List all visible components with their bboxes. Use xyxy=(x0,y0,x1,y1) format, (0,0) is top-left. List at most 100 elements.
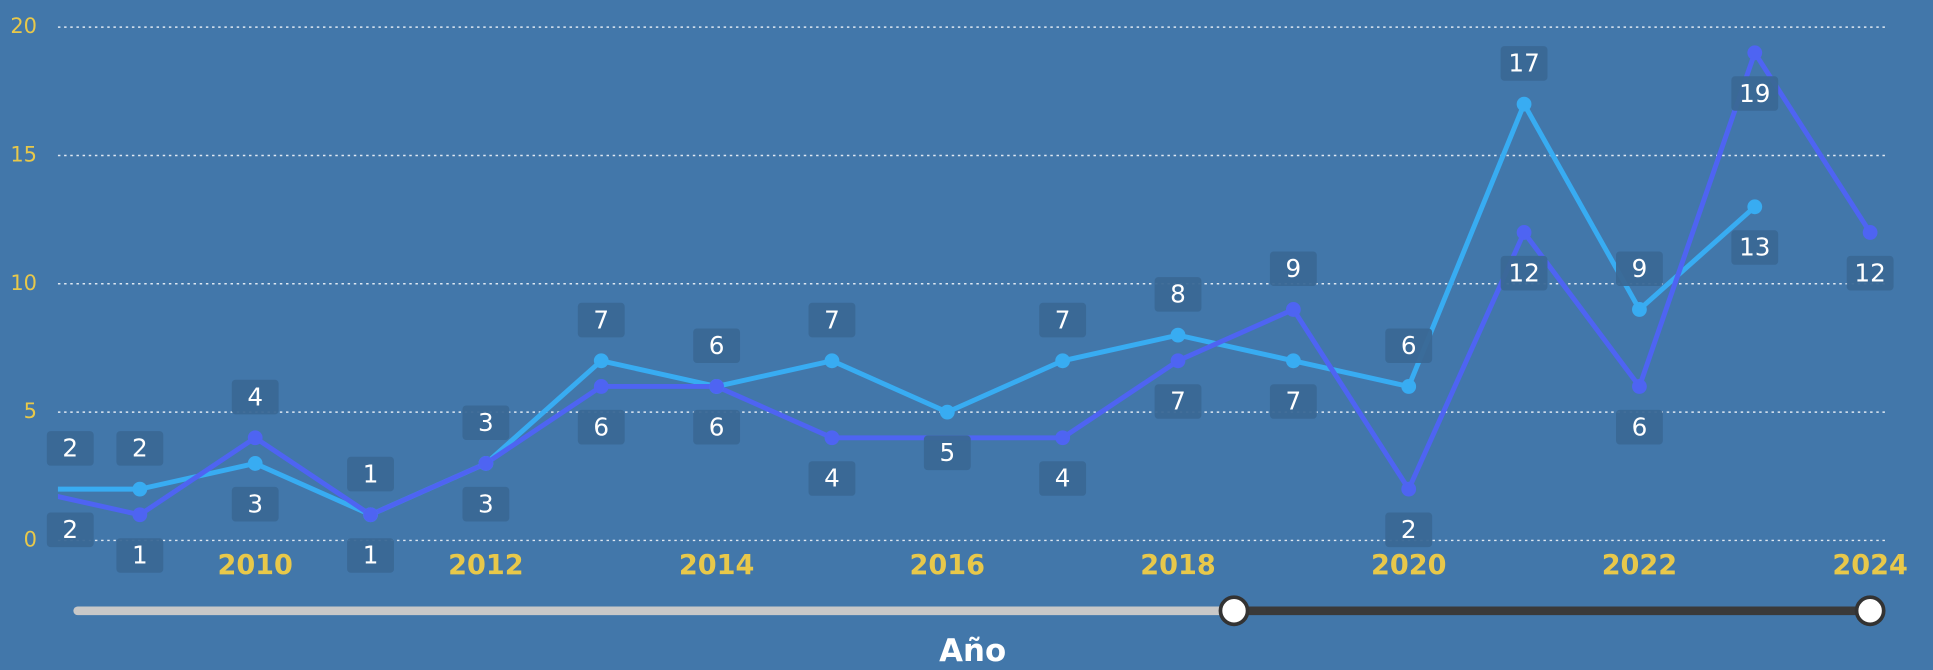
data-label-text: 7 xyxy=(593,305,609,334)
data-label: 17 xyxy=(1500,46,1548,81)
data-label-box xyxy=(1846,255,1894,291)
data-label-box xyxy=(1039,461,1087,496)
x-tick-label: 2014 xyxy=(679,550,754,581)
point xyxy=(709,379,725,394)
point xyxy=(593,353,609,369)
data-label-box xyxy=(462,486,510,522)
data-label: 9 xyxy=(1269,251,1317,287)
data-label-text: 1 xyxy=(132,541,148,570)
data-label-box xyxy=(46,431,94,466)
data-label: 6 xyxy=(693,328,741,364)
data-label: 3 xyxy=(462,405,510,441)
data-label: 8 xyxy=(1154,277,1202,312)
data-label-text: 12 xyxy=(1508,258,1539,287)
data-label-text: 7 xyxy=(1286,387,1302,416)
point xyxy=(593,379,609,394)
data-label: 7 xyxy=(1269,384,1317,419)
data-label-box xyxy=(1385,512,1433,548)
data-label-box xyxy=(116,431,164,466)
data-label: 7 xyxy=(1039,302,1087,338)
data-label-box xyxy=(1616,409,1663,445)
data-label-box xyxy=(1269,251,1317,287)
data-label: 5 xyxy=(923,435,971,471)
data-label-text: 8 xyxy=(1170,280,1186,309)
data-label-text: 3 xyxy=(478,489,494,518)
x-tick-label: 2012 xyxy=(448,550,523,581)
data-label-box xyxy=(808,461,856,496)
data-label-box xyxy=(577,302,625,338)
y-tick-label: 20 xyxy=(10,14,37,38)
y-tick-label: 10 xyxy=(10,271,37,295)
data-label-text: 7 xyxy=(1170,387,1186,416)
data-label-text: 2 xyxy=(132,434,148,463)
point xyxy=(1862,225,1878,240)
data-label-box xyxy=(1039,302,1087,338)
data-label: 6 xyxy=(577,409,625,445)
point xyxy=(824,430,840,446)
data-label-text: 3 xyxy=(478,408,494,437)
point xyxy=(1401,379,1417,394)
data-label-box xyxy=(693,409,741,445)
data-label-box xyxy=(923,435,971,471)
data-label-text: 19 xyxy=(1739,79,1770,108)
y-tick-label: 15 xyxy=(10,142,37,166)
point xyxy=(478,456,494,471)
data-label-box xyxy=(693,328,741,364)
point xyxy=(132,481,148,497)
data-label: 4 xyxy=(1039,461,1087,496)
y-tick-label: 0 xyxy=(24,527,37,551)
data-label: 6 xyxy=(1385,328,1433,364)
data-label-text: 12 xyxy=(1854,258,1885,287)
data-label-box xyxy=(1616,251,1663,287)
data-label-text: 5 xyxy=(939,438,955,467)
data-label: 1 xyxy=(347,538,394,573)
data-label-text: 6 xyxy=(709,412,725,441)
data-label: 1 xyxy=(116,538,164,573)
point xyxy=(247,456,263,471)
data-label-text: 4 xyxy=(824,464,840,493)
data-label: 2 xyxy=(1385,512,1433,548)
slider-handle[interactable] xyxy=(1854,595,1886,627)
point xyxy=(1401,481,1417,497)
point xyxy=(1632,379,1647,394)
point xyxy=(1516,96,1532,112)
data-label: 3 xyxy=(231,486,279,522)
data-label: 19 xyxy=(1731,76,1779,111)
data-label-text: 2 xyxy=(62,515,78,544)
data-label-text: 7 xyxy=(824,305,840,334)
plot xyxy=(57,45,1878,523)
point xyxy=(1747,45,1763,61)
point xyxy=(1632,302,1647,317)
data-label-text: 7 xyxy=(1055,305,1071,334)
data-label-box xyxy=(1154,277,1202,312)
data-label-text: 9 xyxy=(1286,254,1302,283)
data-label-box xyxy=(1385,328,1433,364)
data-label: 7 xyxy=(577,302,625,338)
data-label: 2 xyxy=(46,431,94,466)
data-label: 12 xyxy=(1500,255,1548,291)
slider-handle[interactable] xyxy=(1218,595,1250,627)
point xyxy=(1516,225,1532,240)
data-label: 13 xyxy=(1731,230,1779,265)
point xyxy=(247,430,263,446)
data-label-box xyxy=(1500,46,1548,81)
data-label-box xyxy=(1269,384,1317,419)
data-label-text: 3 xyxy=(247,489,263,518)
data-label-box xyxy=(347,538,394,573)
data-label-box xyxy=(577,409,625,445)
series-line xyxy=(57,101,1757,518)
data-label-text: 17 xyxy=(1508,49,1539,78)
point xyxy=(1747,199,1763,215)
point xyxy=(1055,353,1071,369)
point xyxy=(1170,353,1186,369)
data-label-text: 1 xyxy=(363,459,379,488)
data-label: 3 xyxy=(462,486,510,522)
point xyxy=(1170,327,1186,343)
data-label: 4 xyxy=(231,379,279,415)
x-tick-label: 2022 xyxy=(1602,550,1677,581)
data-label: 6 xyxy=(693,409,741,445)
point xyxy=(1055,430,1071,446)
